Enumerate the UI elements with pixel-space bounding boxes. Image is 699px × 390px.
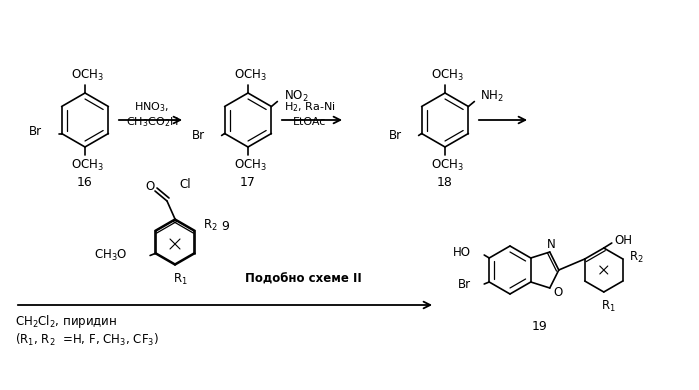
Text: 16: 16 — [77, 176, 93, 188]
Text: O: O — [145, 179, 154, 193]
Text: R$_1$: R$_1$ — [601, 298, 617, 314]
Text: OCH$_3$: OCH$_3$ — [71, 67, 103, 83]
Text: O: O — [553, 287, 563, 300]
Text: (R$_1$, R$_2$  =H, F, CH$_3$, CF$_3$): (R$_1$, R$_2$ =H, F, CH$_3$, CF$_3$) — [15, 332, 159, 348]
Text: OCH$_3$: OCH$_3$ — [233, 67, 266, 83]
Text: R$_2$: R$_2$ — [203, 218, 217, 233]
Text: N: N — [547, 239, 555, 252]
Text: Подобно схеме II: Подобно схеме II — [245, 273, 362, 285]
Text: EtOAc: EtOAc — [294, 117, 326, 127]
Text: OH: OH — [615, 234, 633, 246]
Text: NH$_2$: NH$_2$ — [480, 89, 504, 104]
Text: NO$_2$: NO$_2$ — [284, 89, 309, 104]
Text: HO: HO — [453, 246, 471, 259]
Text: Cl: Cl — [179, 179, 191, 191]
Text: Br: Br — [458, 278, 471, 291]
Text: R$_2$: R$_2$ — [630, 250, 644, 264]
Text: OCH$_3$: OCH$_3$ — [71, 158, 103, 172]
Text: 18: 18 — [437, 176, 453, 188]
Text: CH$_3$CO$_2$H: CH$_3$CO$_2$H — [126, 115, 178, 129]
Text: 9: 9 — [221, 220, 229, 234]
Text: OCH$_3$: OCH$_3$ — [233, 158, 266, 172]
Text: 19: 19 — [532, 319, 548, 333]
Text: CH$_3$O: CH$_3$O — [94, 248, 127, 263]
Text: HNO$_3$,: HNO$_3$, — [134, 100, 170, 114]
Text: OCH$_3$: OCH$_3$ — [431, 67, 463, 83]
Text: R$_1$: R$_1$ — [173, 271, 187, 287]
Text: Br: Br — [192, 129, 205, 142]
Text: Br: Br — [29, 125, 42, 138]
Text: OCH$_3$: OCH$_3$ — [431, 158, 463, 172]
Text: 17: 17 — [240, 176, 256, 188]
Text: CH$_2$Cl$_2$, пиридин: CH$_2$Cl$_2$, пиридин — [15, 314, 117, 330]
Text: H$_2$, Ra-Ni: H$_2$, Ra-Ni — [284, 100, 336, 114]
Text: Br: Br — [389, 129, 402, 142]
